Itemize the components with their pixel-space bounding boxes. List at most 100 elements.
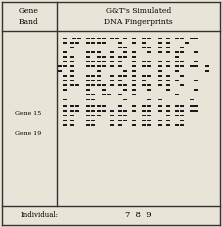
Bar — [63, 42, 67, 44]
Bar — [86, 105, 90, 107]
Bar — [180, 51, 184, 53]
Bar — [123, 70, 127, 72]
Bar — [147, 84, 151, 86]
Bar — [205, 70, 209, 72]
Bar — [147, 115, 151, 116]
Bar — [142, 124, 146, 126]
Bar — [194, 65, 198, 67]
Bar — [86, 115, 90, 116]
Bar — [86, 65, 90, 67]
Text: G&T's Simulated
DNA Fingerprints: G&T's Simulated DNA Fingerprints — [104, 7, 172, 26]
Bar — [115, 38, 119, 39]
Bar — [63, 61, 67, 62]
Bar — [142, 115, 146, 116]
Bar — [175, 124, 179, 126]
Bar — [71, 42, 75, 44]
Bar — [175, 105, 179, 107]
Bar — [190, 65, 194, 67]
Bar — [58, 70, 62, 72]
Bar — [180, 65, 184, 67]
Bar — [97, 110, 101, 112]
Bar — [86, 38, 90, 39]
Text: Gene 19: Gene 19 — [15, 131, 42, 136]
Bar — [132, 110, 136, 112]
Bar — [86, 94, 90, 96]
Bar — [175, 56, 179, 58]
Bar — [91, 110, 95, 112]
Bar — [132, 80, 136, 81]
Bar — [123, 56, 127, 58]
Bar — [75, 110, 79, 112]
Bar — [71, 61, 75, 62]
Bar — [63, 110, 67, 112]
Bar — [166, 47, 170, 48]
Bar — [175, 115, 179, 116]
Bar — [166, 89, 170, 91]
Bar — [142, 105, 146, 107]
Bar — [175, 65, 179, 67]
Bar — [194, 80, 198, 81]
Bar — [91, 61, 95, 62]
Bar — [180, 105, 184, 107]
Bar — [77, 38, 81, 39]
Bar — [166, 61, 170, 62]
Bar — [102, 105, 106, 107]
Bar — [75, 42, 79, 44]
Bar — [110, 38, 114, 39]
Bar — [205, 65, 209, 67]
Bar — [71, 120, 75, 121]
Bar — [91, 38, 95, 39]
Bar — [63, 56, 67, 58]
Bar — [110, 51, 114, 53]
Bar — [91, 124, 95, 126]
Bar — [158, 80, 162, 81]
Bar — [91, 99, 95, 100]
Bar — [118, 75, 122, 76]
Text: 7  8  9: 7 8 9 — [125, 211, 151, 220]
Bar — [123, 51, 127, 53]
Bar — [142, 75, 146, 76]
Bar — [175, 70, 179, 72]
Bar — [175, 61, 179, 62]
Bar — [158, 75, 162, 76]
Bar — [158, 51, 162, 53]
Bar — [180, 47, 184, 48]
Bar — [132, 61, 136, 62]
Bar — [86, 42, 90, 44]
Bar — [63, 84, 67, 86]
Bar — [147, 105, 151, 107]
Bar — [158, 120, 162, 121]
Bar — [147, 120, 151, 121]
Bar — [86, 56, 90, 58]
Bar — [107, 94, 111, 96]
Text: Individual:: Individual: — [20, 211, 58, 220]
Bar — [102, 42, 106, 44]
Bar — [147, 38, 151, 39]
Bar — [102, 89, 106, 91]
Bar — [110, 75, 114, 76]
Bar — [75, 84, 79, 86]
Bar — [91, 94, 95, 96]
Bar — [142, 65, 146, 67]
Bar — [142, 61, 146, 62]
Bar — [91, 84, 95, 86]
Bar — [97, 75, 101, 76]
Bar — [142, 47, 146, 48]
Bar — [71, 80, 75, 81]
Bar — [118, 42, 122, 44]
Bar — [180, 110, 184, 112]
Bar — [175, 51, 179, 53]
Bar — [97, 105, 101, 107]
Bar — [71, 115, 75, 116]
Bar — [86, 51, 90, 53]
Bar — [147, 51, 151, 53]
Bar — [63, 99, 67, 100]
Bar — [63, 80, 67, 81]
Bar — [86, 75, 90, 76]
Bar — [147, 89, 151, 91]
Bar — [166, 42, 170, 44]
Bar — [158, 38, 162, 39]
Bar — [86, 99, 90, 100]
Bar — [118, 94, 122, 96]
Bar — [166, 105, 170, 107]
